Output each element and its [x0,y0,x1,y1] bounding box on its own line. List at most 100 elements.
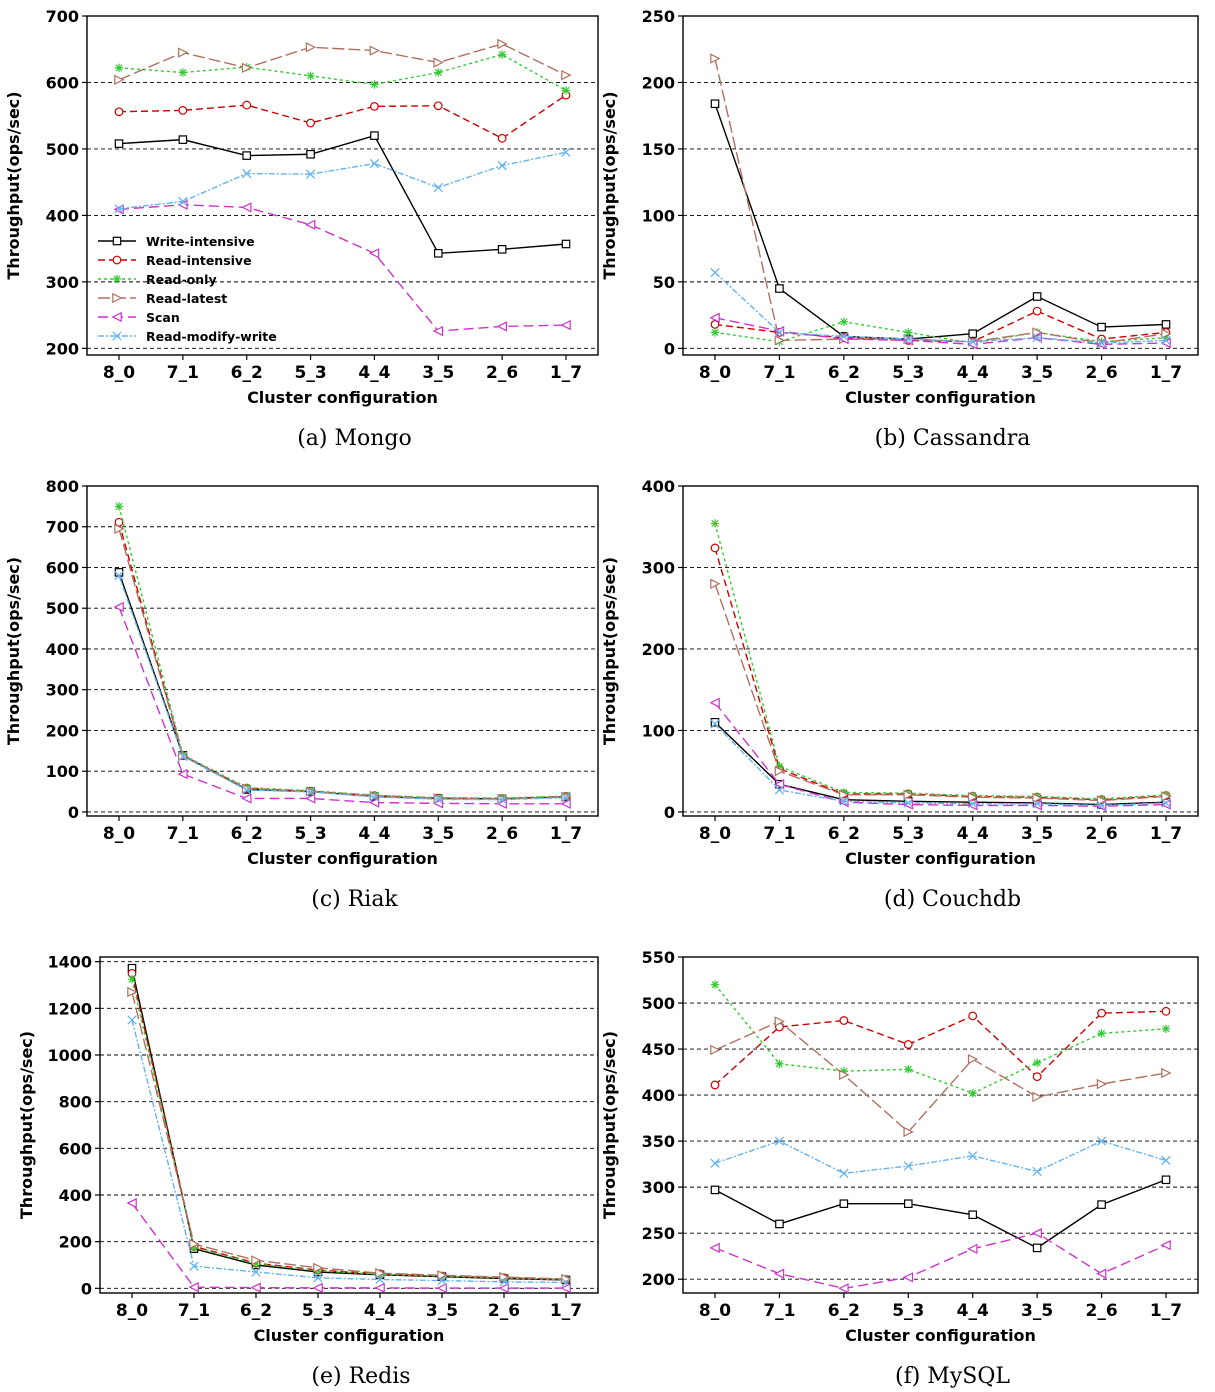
legend-label: Read-intensive [146,253,252,268]
data-point [1161,1175,1171,1185]
data-point [560,1282,571,1294]
y-tick-label: 700 [46,518,79,537]
y-axis-label: Throughput(ops/sec) [600,557,619,745]
chart-5: 0 200 400 600 800 1000 1200 1400 8_0 7_1 6_2 5_3 4_4… [17,953,599,1389]
y-tick-label: 700 [46,7,79,26]
plot-frame [682,485,1199,817]
data-point [242,100,252,110]
plot-frame [682,956,1199,1294]
plot-frame [682,15,1199,356]
y-tick-label: 50 [653,273,675,292]
series-line [714,702,1167,807]
x-tick-label: 8_0 [103,363,135,383]
data-point [433,182,443,193]
data-point [312,1282,323,1294]
x-tick-label: 5_3 [294,824,326,844]
x-tick-label: 1_7 [1150,824,1182,844]
data-point [313,1273,323,1283]
data-point [709,1242,720,1254]
data-point [1160,1239,1171,1251]
x-axis-label: Cluster configuration [845,1326,1036,1345]
data-point [178,196,188,207]
x-tick-label: 6_2 [828,1301,860,1321]
data-point [242,168,252,179]
y-tick-label: 100 [46,762,79,781]
data-point [189,1238,200,1250]
data-point [1032,327,1043,338]
data-point [178,68,188,77]
data-point [251,1255,262,1266]
data-point [241,202,252,213]
y-tick-label: 300 [46,681,79,700]
data-point [561,239,571,249]
data-point [710,53,721,64]
y-tick-label: 450 [642,1040,675,1059]
data-point [433,794,443,804]
data-point [1096,1136,1107,1146]
data-point [497,38,508,50]
data-point [561,147,571,157]
legend-marker [112,236,122,246]
chart-caption: (d) Couchdb [884,887,1021,912]
chart-4: 0 100 200 300 400 8_0 7_1 6_2 5_3 4_4 3_5 2_6 1_7 Clu… [600,477,1199,912]
chart-caption: (e) Redis [311,1364,410,1389]
data-point [710,519,720,528]
data-point [496,321,507,332]
data-point [251,1267,261,1277]
x-tick-label: 3_5 [1021,824,1053,844]
data-point [241,62,253,74]
data-point [968,337,978,347]
x-tick-label: 2_6 [1085,1301,1117,1321]
series-line [714,58,1167,344]
data-point [437,1275,447,1286]
series-line [118,94,567,140]
legend-marker [112,331,122,341]
x-axis-label: Cluster configuration [247,388,438,407]
data-point [432,325,444,337]
data-point [838,1283,849,1294]
series-line [131,991,567,1280]
data-point [1161,333,1171,342]
data-point [189,1243,199,1252]
data-point [1096,1268,1107,1279]
x-tick-label: 7_1 [763,363,795,383]
data-point [1096,1078,1108,1090]
y-axis-label: Throughput(ops/sec) [600,1031,619,1219]
x-tick-label: 3_5 [422,824,454,844]
data-point [499,1277,509,1287]
data-point [775,1219,784,1229]
data-point [433,249,443,258]
data-point [1161,335,1171,346]
x-tick-label: 4_4 [364,1301,396,1321]
legend-label: Scan [146,310,180,325]
x-tick-label: 1_7 [1150,363,1182,383]
y-tick-label: 500 [46,599,79,618]
data-point [188,1281,199,1293]
data-point [839,1016,849,1025]
data-point [497,50,507,59]
data-point [710,717,720,727]
data-point [127,974,137,984]
y-tick-label: 0 [664,339,675,358]
data-point [178,751,188,762]
y-axis-label: Throughput(ops/sec) [17,1031,36,1219]
data-point [1032,333,1042,343]
y-tick-label: 550 [642,948,675,967]
y-tick-label: 500 [642,994,675,1013]
data-point [561,69,572,81]
data-point [114,523,125,534]
data-point [710,578,721,589]
series-line [714,1010,1167,1086]
data-point [306,118,315,128]
data-point [375,1267,386,1279]
y-tick-label: 250 [642,1224,675,1243]
x-tick-label: 3_5 [426,1301,458,1321]
data-point [242,151,252,160]
x-tick-label: 4_4 [957,1301,989,1321]
data-point [178,47,189,58]
x-tick-label: 7_1 [167,363,199,383]
data-point [903,1126,914,1138]
x-axis-label: Cluster configuration [247,849,438,868]
data-point [1097,1200,1106,1209]
data-point [902,1272,914,1283]
